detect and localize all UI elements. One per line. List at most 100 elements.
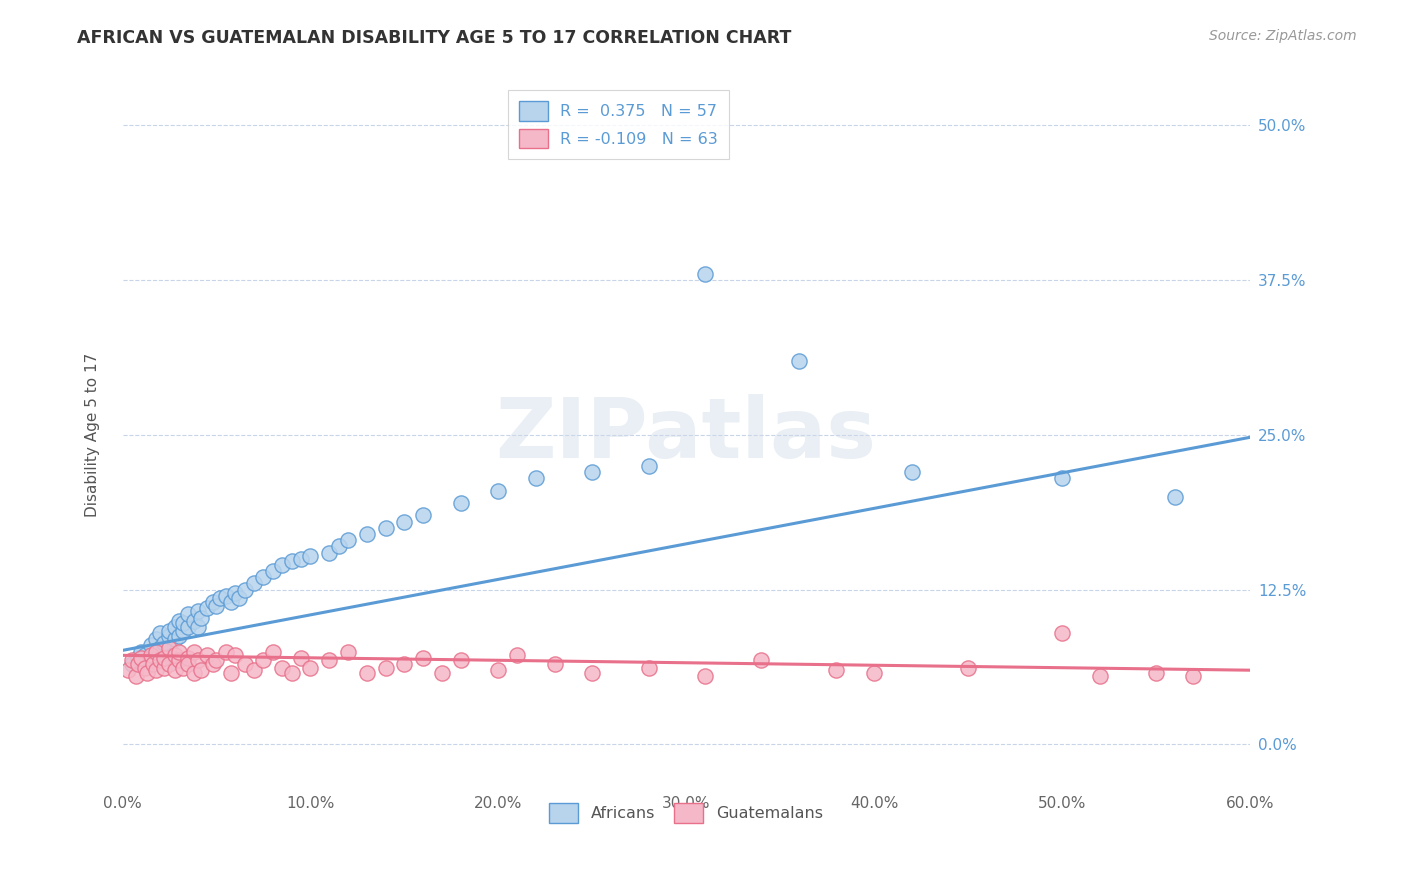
Point	[205, 599, 228, 613]
Point	[149, 626, 172, 640]
Point	[228, 591, 250, 606]
Point	[637, 458, 659, 473]
Point	[145, 645, 167, 659]
Point	[271, 661, 294, 675]
Point	[149, 653, 172, 667]
Point	[290, 551, 312, 566]
Point	[165, 663, 187, 677]
Y-axis label: Disability Age 5 to 17: Disability Age 5 to 17	[86, 352, 100, 517]
Point	[167, 645, 190, 659]
Point	[412, 508, 434, 523]
Point	[450, 496, 472, 510]
Point	[280, 665, 302, 680]
Point	[450, 653, 472, 667]
Point	[159, 640, 181, 655]
Point	[177, 657, 200, 671]
Point	[183, 665, 205, 680]
Point	[201, 657, 224, 671]
Point	[159, 657, 181, 671]
Point	[127, 657, 149, 671]
Point	[177, 620, 200, 634]
Point	[328, 539, 350, 553]
Point	[190, 663, 212, 677]
Point	[394, 515, 416, 529]
Point	[183, 614, 205, 628]
Point	[956, 661, 979, 675]
Point	[121, 653, 143, 667]
Point	[209, 591, 232, 606]
Point	[131, 650, 153, 665]
Point	[374, 661, 396, 675]
Point	[271, 558, 294, 572]
Point	[637, 661, 659, 675]
Point	[195, 648, 218, 663]
Point	[486, 483, 509, 498]
Point	[394, 657, 416, 671]
Point	[167, 614, 190, 628]
Point	[187, 653, 209, 667]
Point	[356, 527, 378, 541]
Point	[167, 628, 190, 642]
Point	[318, 545, 340, 559]
Legend: Africans, Guatemalans: Africans, Guatemalans	[543, 797, 830, 830]
Point	[149, 640, 172, 655]
Point	[787, 353, 810, 368]
Point	[252, 570, 274, 584]
Point	[159, 624, 181, 638]
Point	[693, 267, 716, 281]
Point	[863, 665, 886, 680]
Point	[581, 665, 603, 680]
Point	[187, 604, 209, 618]
Text: Source: ZipAtlas.com: Source: ZipAtlas.com	[1209, 29, 1357, 43]
Point	[142, 657, 165, 671]
Point	[1050, 471, 1073, 485]
Point	[195, 601, 218, 615]
Point	[127, 650, 149, 665]
Point	[221, 665, 243, 680]
Point	[190, 611, 212, 625]
Point	[336, 645, 359, 659]
Point	[201, 595, 224, 609]
Point	[524, 471, 547, 485]
Point	[215, 589, 238, 603]
Point	[177, 650, 200, 665]
Point	[749, 653, 772, 667]
Point	[145, 663, 167, 677]
Point	[1050, 626, 1073, 640]
Point	[121, 657, 143, 671]
Point	[153, 650, 176, 665]
Point	[356, 665, 378, 680]
Point	[299, 661, 322, 675]
Point	[290, 650, 312, 665]
Point	[224, 648, 246, 663]
Point	[336, 533, 359, 548]
Point	[183, 645, 205, 659]
Point	[139, 653, 162, 667]
Point	[153, 636, 176, 650]
Point	[374, 521, 396, 535]
Point	[136, 665, 159, 680]
Point	[205, 653, 228, 667]
Point	[165, 632, 187, 647]
Point	[693, 669, 716, 683]
Point	[506, 648, 529, 663]
Point	[262, 564, 284, 578]
Point	[262, 645, 284, 659]
Point	[900, 465, 922, 479]
Point	[172, 661, 194, 675]
Point	[243, 576, 266, 591]
Point	[430, 665, 453, 680]
Point	[486, 663, 509, 677]
Point	[134, 648, 156, 663]
Point	[145, 632, 167, 647]
Point	[252, 653, 274, 667]
Point	[233, 582, 256, 597]
Point	[280, 554, 302, 568]
Point	[224, 586, 246, 600]
Point	[139, 648, 162, 663]
Point	[233, 657, 256, 671]
Point	[243, 663, 266, 677]
Point	[412, 650, 434, 665]
Point	[221, 595, 243, 609]
Point	[165, 648, 187, 663]
